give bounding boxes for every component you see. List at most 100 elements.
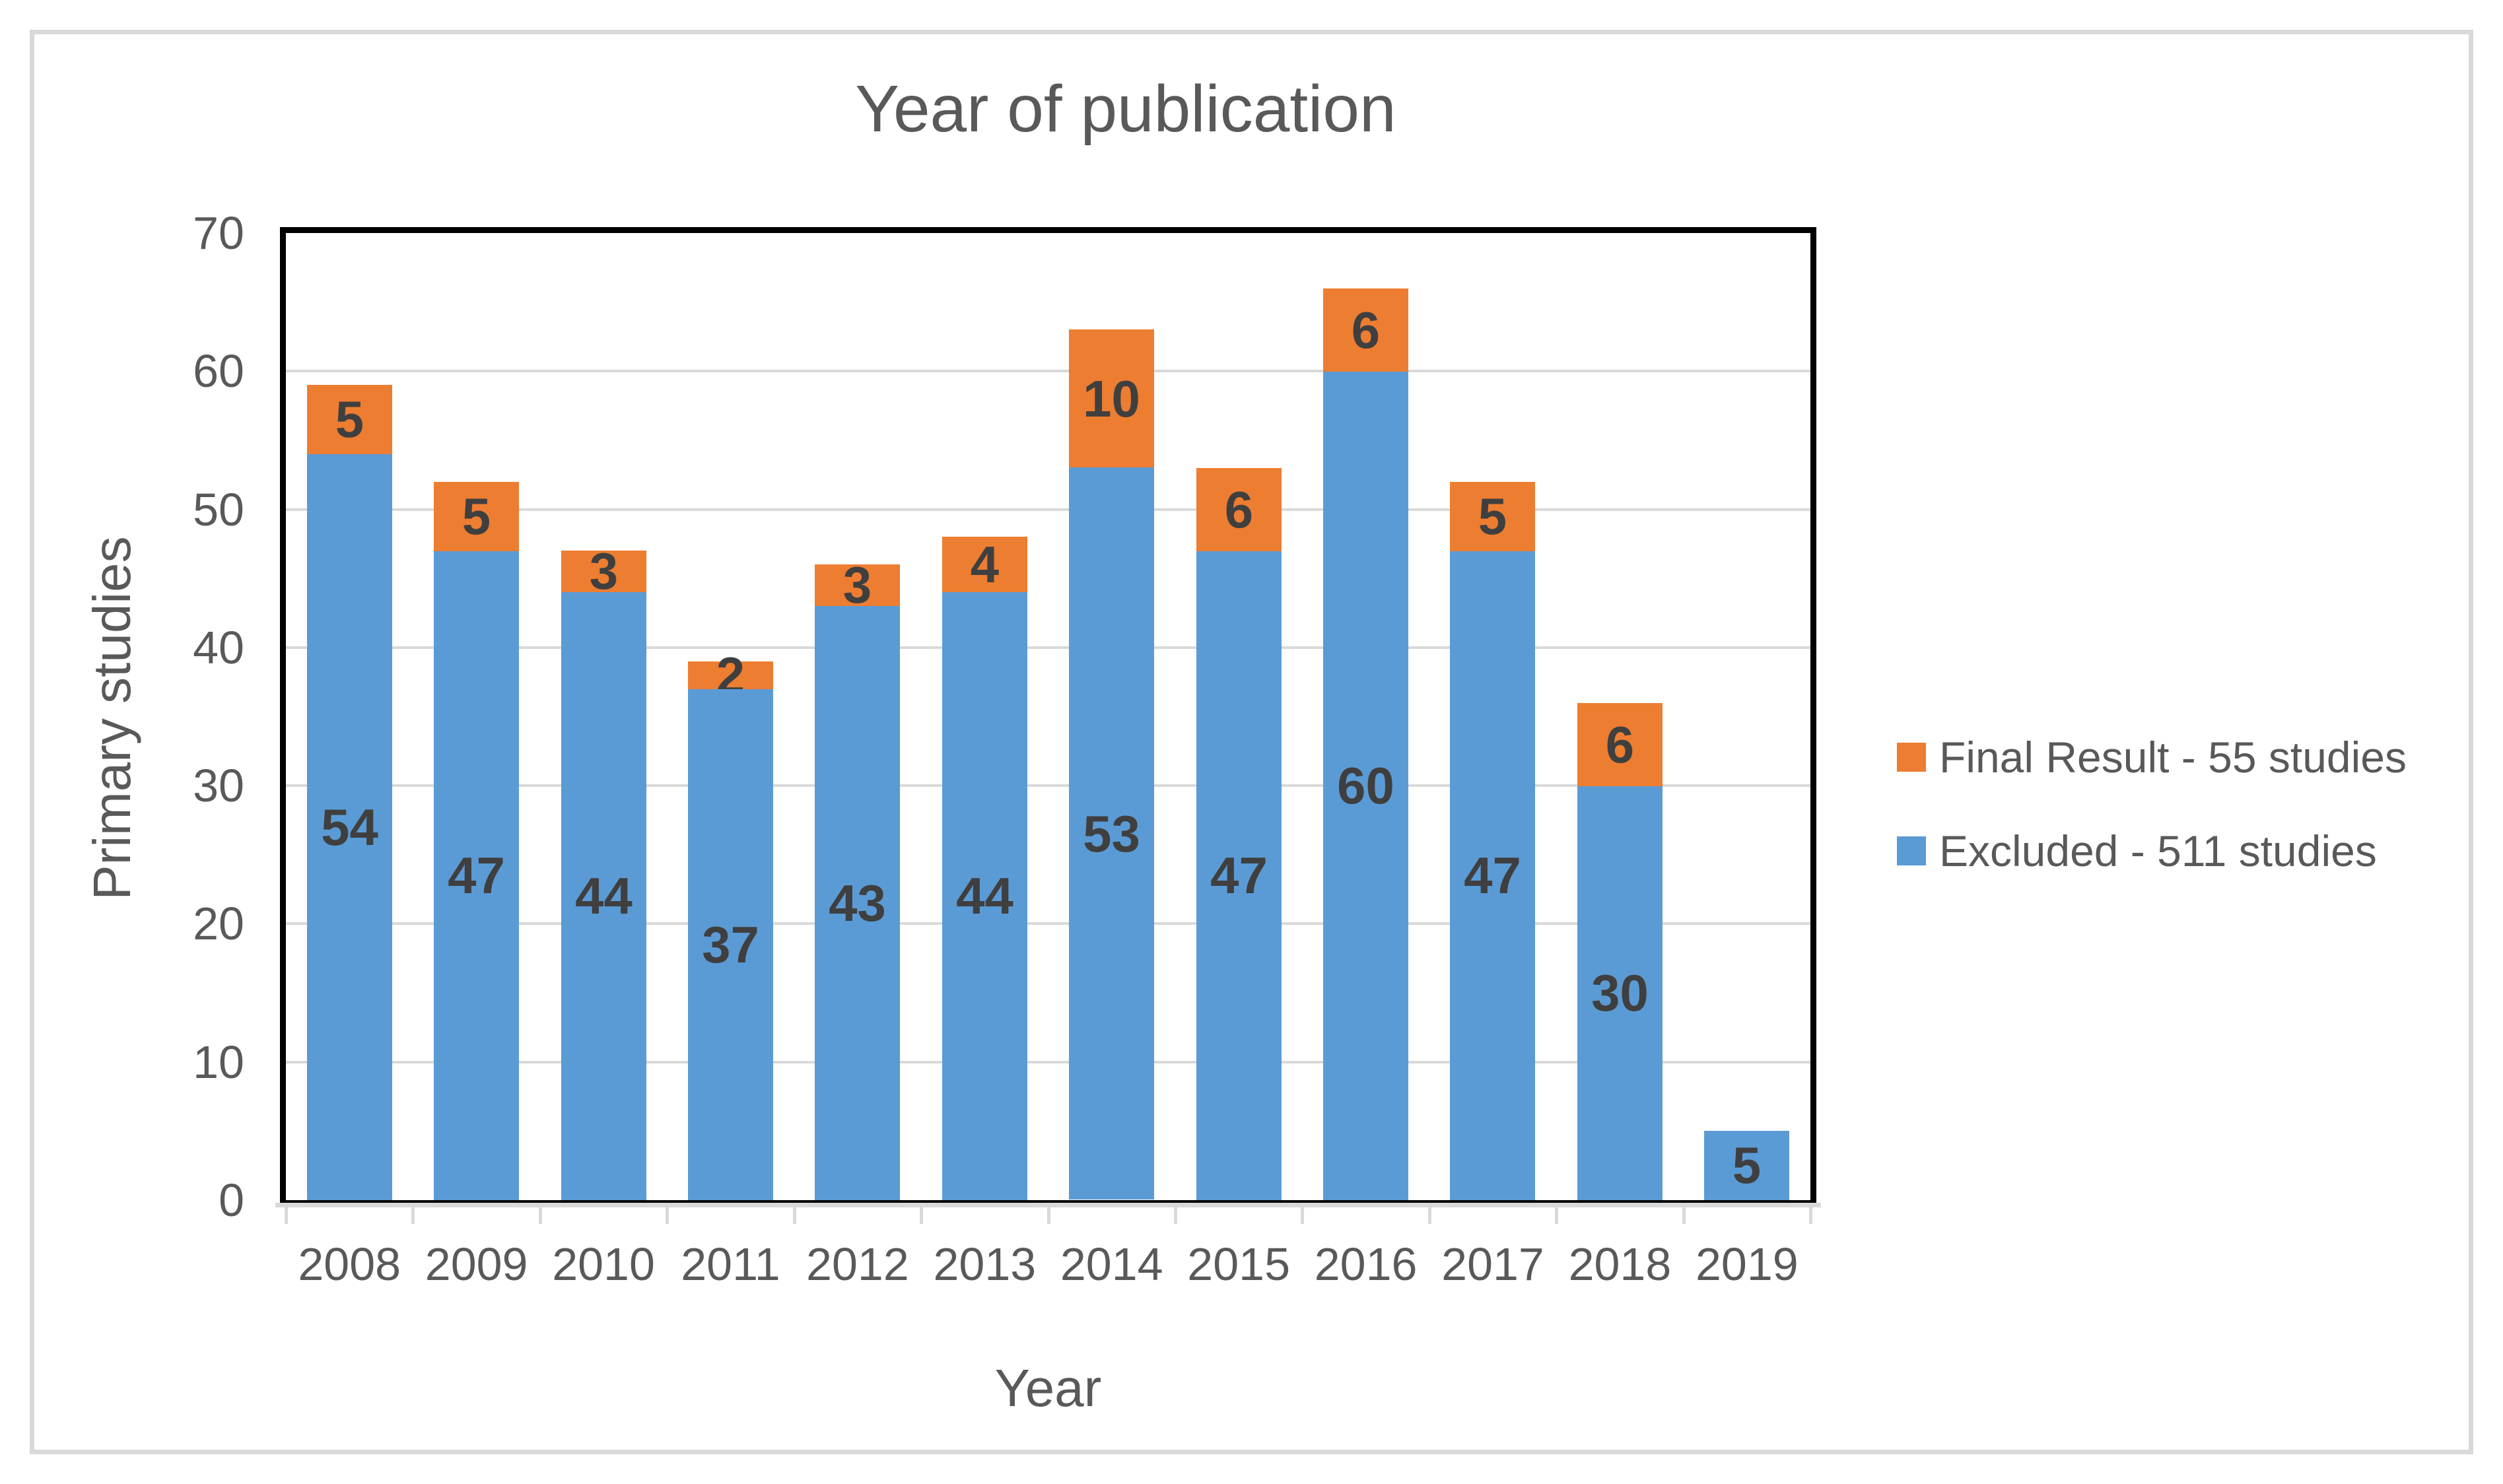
bar-group-2011: 2 37 xyxy=(688,650,773,1200)
segment-final-2008-label: 5 xyxy=(335,390,364,449)
bar-group-2014: 10 53 xyxy=(1069,329,1154,1200)
x-tick-mark-4 xyxy=(793,1203,796,1224)
segment-final-2015-label: 6 xyxy=(1224,480,1254,539)
segment-excluded-2015: 47 xyxy=(1196,551,1282,1200)
bar-group-2009: 5 47 xyxy=(434,482,519,1200)
y-tick-label-50: 50 xyxy=(193,483,244,535)
segment-final-2018-label: 6 xyxy=(1605,715,1635,774)
segment-excluded-2010: 44 xyxy=(561,591,646,1200)
bar-group-2008: 5 54 xyxy=(307,385,392,1200)
x-tick-mark-3 xyxy=(666,1203,669,1224)
segment-excluded-2008: 54 xyxy=(307,454,392,1200)
x-tick-mark-7 xyxy=(1174,1203,1177,1224)
x-tick-mark-12 xyxy=(1809,1203,1812,1224)
bar-group-2013: 4 44 xyxy=(942,537,1027,1200)
segment-final-2017: 5 xyxy=(1450,482,1535,551)
y-axis-tick-labels: 0 10 20 30 40 50 60 70 xyxy=(92,210,244,1223)
x-tick-label-2009: 2009 xyxy=(425,1238,528,1290)
bar-group-2010: 3 44 xyxy=(561,545,646,1200)
x-tick-mark-0 xyxy=(285,1203,288,1224)
legend: Final Result - 55 studies Excluded - 511 … xyxy=(1897,735,2407,873)
bar-group-2015: 6 47 xyxy=(1196,468,1282,1200)
x-tick-label-2013: 2013 xyxy=(933,1238,1037,1290)
segment-excluded-2008-label: 54 xyxy=(321,797,378,856)
legend-swatch-excluded xyxy=(1897,836,1926,865)
legend-item-final: Final Result - 55 studies xyxy=(1897,735,2407,779)
segment-final-2009-label: 5 xyxy=(462,487,491,546)
segment-excluded-2019-label: 5 xyxy=(1732,1136,1762,1195)
segment-excluded-2009-label: 47 xyxy=(448,846,505,905)
segment-excluded-2012: 43 xyxy=(815,605,900,1200)
y-tick-label-40: 40 xyxy=(193,621,244,673)
segment-final-2015: 6 xyxy=(1196,468,1282,551)
x-tick-mark-9 xyxy=(1428,1203,1431,1224)
x-tick-label-2015: 2015 xyxy=(1187,1238,1291,1290)
y-tick-label-60: 60 xyxy=(193,345,244,397)
gridline-10 xyxy=(286,1060,1810,1063)
x-tick-mark-5 xyxy=(920,1203,923,1224)
segment-final-2013: 4 xyxy=(942,537,1027,592)
segment-final-2013-label: 4 xyxy=(970,535,1000,593)
segment-excluded-2011-label: 37 xyxy=(702,915,759,974)
segment-excluded-2009: 47 xyxy=(434,551,519,1200)
x-tick-label-2018: 2018 xyxy=(1568,1238,1672,1290)
segment-final-2017-label: 5 xyxy=(1478,487,1507,546)
segment-final-2012-label: 3 xyxy=(842,556,872,615)
bar-group-2018: 6 30 xyxy=(1577,703,1663,1200)
x-tick-mark-1 xyxy=(411,1203,415,1224)
legend-label-excluded: Excluded - 511 studies xyxy=(1939,826,2377,875)
chart-title: Year of publication xyxy=(855,72,1396,146)
segment-excluded-2015-label: 47 xyxy=(1210,846,1268,905)
segment-excluded-2014: 53 xyxy=(1069,467,1154,1200)
legend-item-excluded: Excluded - 511 studies xyxy=(1897,829,2407,873)
x-tick-label-2008: 2008 xyxy=(298,1238,401,1290)
gridline-60 xyxy=(286,370,1810,373)
y-tick-label-70: 70 xyxy=(193,207,244,259)
bar-group-2016: 6 60 xyxy=(1323,288,1408,1200)
segment-final-2010-label: 3 xyxy=(589,542,619,601)
segment-excluded-2018: 30 xyxy=(1577,786,1663,1200)
segment-final-2014: 10 xyxy=(1069,329,1154,468)
x-tick-label-2010: 2010 xyxy=(552,1238,655,1290)
x-tick-mark-11 xyxy=(1682,1203,1686,1224)
gridline-20 xyxy=(286,922,1810,926)
x-tick-label-2016: 2016 xyxy=(1314,1238,1418,1290)
bar-group-2012: 3 43 xyxy=(815,559,900,1200)
segment-excluded-2010-label: 44 xyxy=(575,867,633,926)
x-tick-label-2017: 2017 xyxy=(1441,1238,1544,1290)
x-tick-mark-6 xyxy=(1047,1203,1050,1224)
segment-excluded-2012-label: 43 xyxy=(829,873,886,932)
y-tick-label-10: 10 xyxy=(193,1036,244,1088)
y-tick-label-30: 30 xyxy=(193,760,244,812)
segment-excluded-2013: 44 xyxy=(942,591,1027,1200)
x-tick-label-2014: 2014 xyxy=(1060,1238,1163,1290)
gridline-30 xyxy=(286,784,1810,788)
segment-excluded-2013-label: 44 xyxy=(956,867,1013,926)
x-tick-mark-2 xyxy=(539,1203,542,1224)
segment-final-2010: 3 xyxy=(561,545,646,597)
bar-group-2017: 5 47 xyxy=(1450,482,1535,1200)
gridline-40 xyxy=(286,646,1810,649)
segment-excluded-2018-label: 30 xyxy=(1591,964,1649,1023)
segment-excluded-2016: 60 xyxy=(1323,371,1408,1200)
x-axis-tick-labels: 2008 2009 2010 2011 2012 2013 2014 2015 2016 2017… xyxy=(286,1236,1810,1293)
segment-excluded-2016-label: 60 xyxy=(1337,757,1394,815)
plot-area: 5 54 5 47 3 44 2 37 3 43 4 44 10 53 6 47 6 60 5 47 6 30 5 xyxy=(275,227,1821,1224)
segment-final-2009: 5 xyxy=(434,482,519,551)
x-axis-title: Year xyxy=(994,1359,1102,1417)
x-tick-label-2011: 2011 xyxy=(681,1238,780,1290)
x-tick-label-2012: 2012 xyxy=(806,1238,909,1290)
segment-excluded-2017-label: 47 xyxy=(1464,846,1521,905)
y-tick-label-20: 20 xyxy=(193,898,244,950)
segment-final-2016-label: 6 xyxy=(1351,300,1381,359)
segment-excluded-2011: 37 xyxy=(688,689,773,1200)
segment-final-2011: 2 xyxy=(688,650,773,701)
y-tick-label-0: 0 xyxy=(219,1174,244,1226)
segment-final-2016: 6 xyxy=(1323,288,1408,372)
x-tick-mark-8 xyxy=(1301,1203,1304,1224)
legend-swatch-final xyxy=(1897,743,1926,772)
segment-excluded-2019: 5 xyxy=(1704,1131,1789,1200)
segment-excluded-2014-label: 53 xyxy=(1083,804,1140,863)
x-tick-label-2019: 2019 xyxy=(1695,1238,1799,1290)
x-tick-mark-10 xyxy=(1555,1203,1558,1224)
